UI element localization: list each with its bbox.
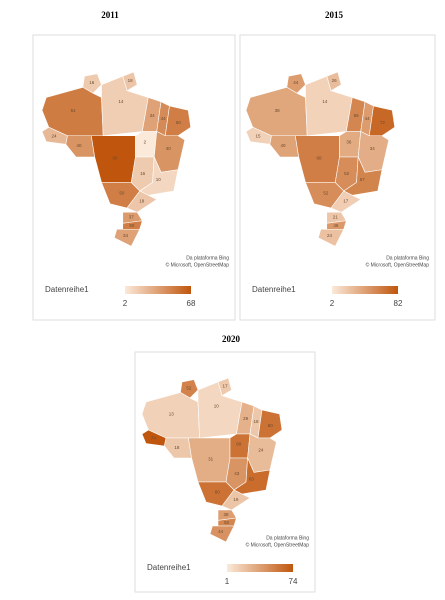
region-label: 24 <box>52 133 58 138</box>
legend-min: 2 <box>123 299 128 308</box>
region-label: 38 <box>275 108 281 113</box>
region-label: 16 <box>140 171 146 176</box>
region-label: 21 <box>333 214 339 219</box>
region <box>82 73 102 94</box>
region-label: 52 <box>323 191 329 196</box>
region <box>164 105 192 137</box>
region <box>65 135 96 158</box>
legend-max: 74 <box>289 577 298 586</box>
region <box>330 190 362 213</box>
map-title: 2020 <box>222 334 241 344</box>
region <box>286 73 306 94</box>
region <box>269 135 300 158</box>
region-label: 14 <box>322 99 328 104</box>
attribution: © Microsoft, OpenStreetMap <box>166 261 230 268</box>
region-label: 34 <box>150 113 156 118</box>
region-label: 19 <box>233 497 239 502</box>
region-label: 15 <box>256 133 262 138</box>
region-label: 74 <box>151 436 157 441</box>
region-label: 2 <box>144 140 147 145</box>
map-panel: 2015 44 26 38 14 15 40 60 56 44 72 36 34 52 52 57 17 21 46… <box>239 10 436 321</box>
region-label: 29 <box>243 416 249 421</box>
attribution: © Microsoft, OpenStreetMap <box>246 541 310 548</box>
legend-label: Datenreihe1 <box>252 285 296 294</box>
region <box>135 131 158 158</box>
region-label: 18 <box>174 445 180 450</box>
region-label: 60 <box>236 442 242 447</box>
region-label: 40 <box>281 143 287 148</box>
region-label: 31 <box>208 457 214 462</box>
region-label: 68 <box>112 156 118 161</box>
map-title: 2015 <box>325 10 344 20</box>
legend-min: 2 <box>330 299 335 308</box>
region-label: 44 <box>161 116 167 121</box>
attribution: Da plataforma Bing <box>186 255 229 261</box>
region-label: 43 <box>234 471 240 476</box>
region-label: 46 <box>333 223 339 228</box>
region-label: 13 <box>169 411 175 416</box>
attribution: Da plataforma Bing <box>386 255 429 261</box>
region-label: 51 <box>71 108 77 113</box>
region-label: 50 <box>129 223 135 228</box>
region-label: 26 <box>332 78 338 83</box>
region-label: 18 <box>253 419 259 424</box>
region <box>126 190 158 213</box>
region-label: 17 <box>222 384 228 389</box>
region-label: 60 <box>268 423 274 428</box>
region-label: 38 <box>223 512 229 517</box>
region-label: 24 <box>327 233 333 238</box>
region-label: 63 <box>249 477 255 482</box>
region-label: 10 <box>156 177 162 182</box>
region-label: 57 <box>360 177 366 182</box>
legend-label: Datenreihe1 <box>45 285 89 294</box>
region <box>221 489 251 511</box>
region-label: 60 <box>316 156 322 161</box>
region-label: 50 <box>119 191 125 196</box>
legend-label: Datenreihe1 <box>147 563 191 572</box>
region-label: 34 <box>370 146 376 151</box>
attribution: © Microsoft, OpenStreetMap <box>366 261 430 268</box>
legend-bar <box>125 286 191 294</box>
region-label: 34 <box>123 233 129 238</box>
region-label: 40 <box>166 146 172 151</box>
region-label: 60 <box>215 490 221 495</box>
region-label: 18 <box>128 78 134 83</box>
region-label: 50 <box>224 520 230 525</box>
region-label: 17 <box>343 198 349 203</box>
legend-bar <box>332 286 398 294</box>
region-label: 16 <box>89 80 95 85</box>
region-label: 50 <box>176 120 182 125</box>
region-label: 36 <box>346 140 352 145</box>
region-label: 56 <box>354 113 360 118</box>
region-label: 44 <box>365 116 371 121</box>
legend-bar <box>227 564 293 572</box>
region <box>164 437 192 459</box>
region-label: 44 <box>293 80 299 85</box>
region <box>317 228 345 247</box>
region <box>180 379 199 399</box>
region <box>113 228 141 247</box>
map-panel: 2020 52 17 13 10 74 18 31 29 18 60 60 24 43 60 63 19 38 50… <box>134 334 316 593</box>
region-label: 40 <box>77 143 83 148</box>
region-label: 44 <box>218 529 224 534</box>
region <box>209 525 235 543</box>
region-label: 10 <box>214 403 220 408</box>
region-label: 52 <box>344 171 350 176</box>
legend-max: 68 <box>187 299 196 308</box>
map-title: 2011 <box>101 10 119 20</box>
region-label: 14 <box>118 99 124 104</box>
region <box>257 409 283 439</box>
region-label: 72 <box>380 120 386 125</box>
attribution: Da plataforma Bing <box>266 535 309 541</box>
region <box>368 105 396 137</box>
region-label: 52 <box>186 386 192 391</box>
region-label: 37 <box>129 214 135 219</box>
region-label: 24 <box>258 448 264 453</box>
region-label: 18 <box>139 198 145 203</box>
legend-max: 82 <box>394 299 403 308</box>
legend-min: 1 <box>225 577 230 586</box>
